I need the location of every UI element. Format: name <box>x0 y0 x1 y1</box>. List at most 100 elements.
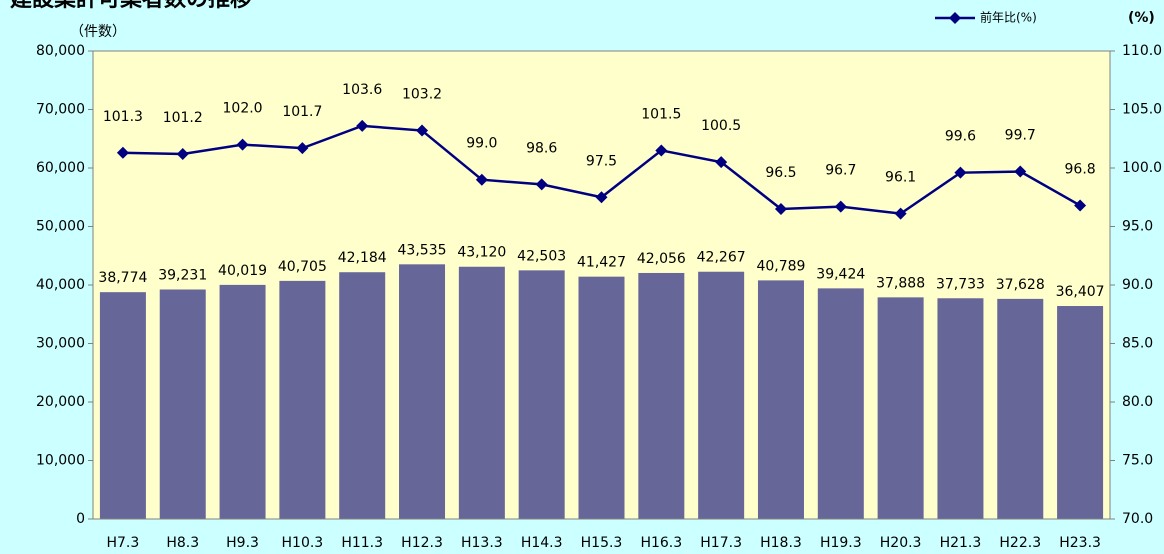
y2-tick-label: 80.0 <box>1122 394 1153 410</box>
legend-marker <box>949 12 961 24</box>
line-value-label: 101.3 <box>103 109 143 125</box>
y-tick-label: 30,000 <box>36 336 85 352</box>
y2-tick-label: 75.0 <box>1122 453 1153 469</box>
y-tick-label: 50,000 <box>36 219 85 235</box>
y2-tick-label: 105.0 <box>1122 102 1162 118</box>
line-value-label: 101.7 <box>282 104 322 120</box>
bar-value-label: 37,628 <box>996 277 1045 293</box>
marker <box>116 146 129 159</box>
bar <box>339 272 386 519</box>
x-tick-label: H12.3 <box>401 535 443 551</box>
line-value-label: 97.5 <box>586 153 617 169</box>
bar-value-label: 43,120 <box>457 245 506 261</box>
bar-value-label: 39,424 <box>816 266 865 282</box>
x-tick-label: H9.3 <box>226 535 259 551</box>
bar <box>518 270 565 519</box>
bar-value-label: 41,427 <box>577 255 626 271</box>
legend-label: 前年比(%) <box>980 10 1037 25</box>
x-tick-label: H7.3 <box>107 535 140 551</box>
marker <box>236 138 249 151</box>
y2-axis-label: (%) <box>1128 10 1155 26</box>
bar <box>817 288 864 519</box>
line-value-label: 99.0 <box>466 136 497 152</box>
y2-tick-label: 85.0 <box>1122 336 1153 352</box>
bar <box>877 297 924 519</box>
line-value-label: 103.2 <box>402 87 442 103</box>
y-tick-label: 70,000 <box>36 102 85 118</box>
y2-tick-label: 100.0 <box>1122 160 1162 176</box>
bar <box>698 271 745 519</box>
bar-value-label: 37,888 <box>876 275 925 291</box>
line-value-label: 96.8 <box>1065 161 1096 177</box>
marker <box>715 156 728 169</box>
marker <box>954 166 967 179</box>
marker <box>475 173 488 186</box>
x-tick-label: H10.3 <box>282 535 324 551</box>
x-tick-label: H21.3 <box>940 535 982 551</box>
bar-value-label: 40,789 <box>756 258 805 274</box>
bar-value-label: 39,231 <box>158 267 207 283</box>
x-tick-label: H16.3 <box>640 535 682 551</box>
x-tick-label: H18.3 <box>760 535 802 551</box>
marker <box>774 202 787 215</box>
bar-value-label: 42,267 <box>697 250 746 266</box>
marker <box>176 147 189 160</box>
marker <box>356 119 369 132</box>
bar <box>638 272 685 519</box>
marker <box>894 207 907 220</box>
line-value-label: 96.5 <box>765 165 796 181</box>
bar <box>578 276 625 519</box>
bar-value-label: 38,774 <box>98 270 147 286</box>
marker <box>655 144 668 157</box>
marker <box>296 142 309 155</box>
line-value-label: 100.5 <box>701 118 741 134</box>
marker <box>1074 199 1087 212</box>
line-value-label: 102.0 <box>223 101 263 117</box>
bar-value-label: 42,056 <box>637 251 686 267</box>
bar <box>279 280 326 519</box>
marker <box>1014 165 1027 178</box>
bar-value-label: 40,705 <box>278 259 327 275</box>
x-tick-label: H17.3 <box>700 535 742 551</box>
bar <box>1057 306 1104 519</box>
bar-value-label: 36,407 <box>1056 284 1105 300</box>
line-value-label: 96.7 <box>825 163 856 179</box>
y-tick-label: 0 <box>76 511 85 527</box>
bar <box>159 289 206 519</box>
bar-value-label: 43,535 <box>398 242 447 258</box>
line-value-label: 99.6 <box>945 129 976 145</box>
x-tick-label: H14.3 <box>521 535 563 551</box>
y2-tick-label: 70.0 <box>1122 511 1153 527</box>
line-value-label: 103.6 <box>342 82 382 98</box>
y-tick-label: 20,000 <box>36 394 85 410</box>
bar-value-label: 37,733 <box>936 276 985 292</box>
bar-value-label: 42,503 <box>517 248 566 264</box>
bar-value-label: 40,019 <box>218 263 267 279</box>
y-tick-label: 10,000 <box>36 453 85 469</box>
bar <box>99 292 146 519</box>
bar <box>997 298 1044 519</box>
line-value-label: 99.7 <box>1005 128 1036 144</box>
bar <box>458 266 505 519</box>
x-tick-label: H11.3 <box>341 535 383 551</box>
bar <box>937 298 984 519</box>
x-tick-label: H20.3 <box>880 535 922 551</box>
y-tick-label: 40,000 <box>36 277 85 293</box>
y-axis-label: （件数） <box>70 24 126 40</box>
x-tick-label: H22.3 <box>999 535 1041 551</box>
chart-title: 建設業許可業者数の推移 <box>10 0 252 12</box>
marker <box>595 191 608 204</box>
x-tick-label: H15.3 <box>581 535 623 551</box>
marker <box>416 124 429 137</box>
y-tick-label: 80,000 <box>36 43 85 59</box>
bar <box>219 284 266 519</box>
bar <box>399 264 446 519</box>
bar <box>757 280 804 519</box>
marker <box>834 200 847 213</box>
x-tick-label: H19.3 <box>820 535 862 551</box>
line-value-label: 96.1 <box>885 170 916 186</box>
y2-tick-label: 95.0 <box>1122 219 1153 235</box>
line-value-label: 101.5 <box>641 106 681 122</box>
bar-value-label: 42,184 <box>338 250 387 266</box>
